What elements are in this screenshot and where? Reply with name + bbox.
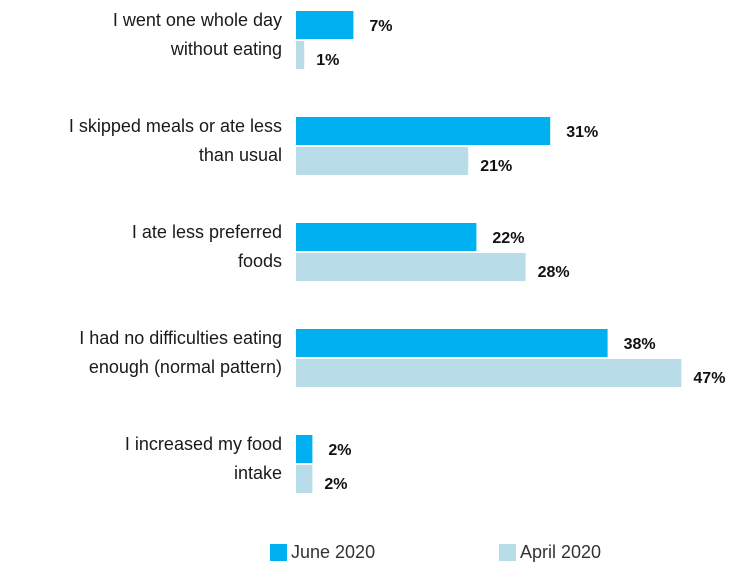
bars [296,11,682,493]
category-label: I ate less preferred foods [132,222,282,271]
bar-april [296,253,526,281]
value-label: 2% [324,476,347,493]
legend-label-april: April 2020 [520,542,602,562]
bar-june [296,117,551,145]
value-label: 21% [480,158,512,175]
bar-june [296,329,608,357]
value-label: 47% [693,370,725,387]
value-label: 31% [566,124,598,141]
legend-swatch-april [499,544,516,561]
bar-june [296,223,477,251]
category-label: I had no difficulties eating enough (norm… [79,328,282,377]
value-label: 28% [538,264,570,281]
bar-april [296,41,305,69]
category-labels: I went one whole day without eating I skip… [69,10,282,483]
value-labels: 7% 1% 31% 21% 22% 28% 38% 47% 2% 2% [316,18,725,493]
value-label: 2% [328,442,351,459]
bar-april [296,359,682,387]
legend-label-june: June 2020 [291,542,376,562]
legend-item-june: June 2020 [270,542,375,563]
category-label: I skipped meals or ate less than usual [69,116,282,165]
legend: June 2020 April 2020 [0,540,746,566]
value-label: 7% [369,18,392,35]
chart: I went one whole day without eating I skip… [69,10,725,493]
value-label: 38% [624,336,656,353]
value-label: 22% [492,230,524,247]
bar-june [296,11,354,39]
value-label: 1% [316,52,339,69]
bar-april [296,147,469,175]
legend-swatch-june [270,544,287,561]
category-label: I went one whole day without eating [113,10,282,59]
bar-april [296,465,313,493]
legend-item-april: April 2020 [499,542,601,563]
bar-june [296,435,313,463]
category-label: I increased my food intake [125,434,282,483]
